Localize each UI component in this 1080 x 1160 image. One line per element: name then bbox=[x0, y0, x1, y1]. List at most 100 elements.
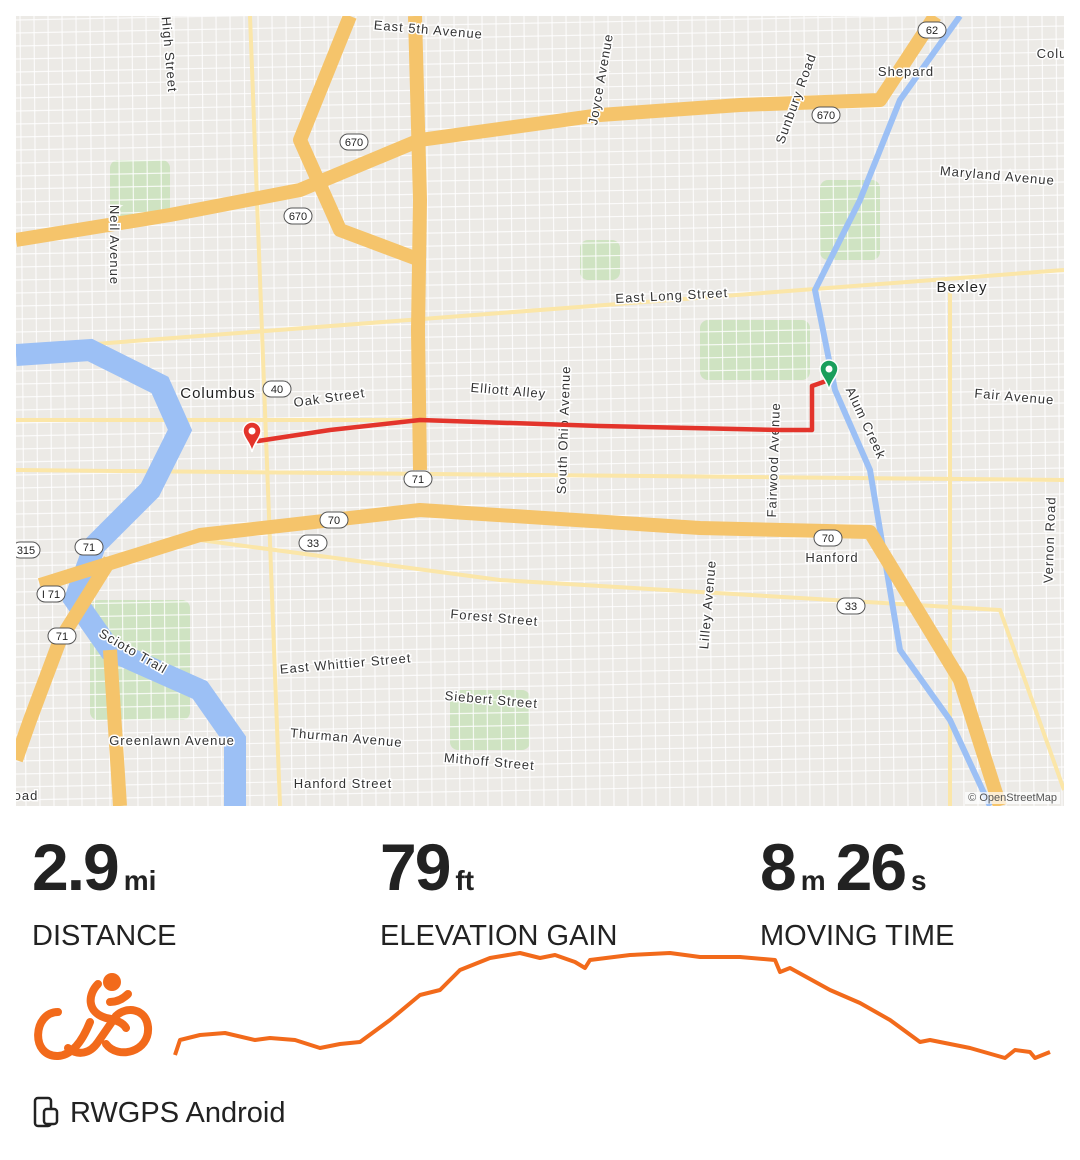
route-shield-label: 71 bbox=[412, 474, 424, 486]
street bbox=[89, 16, 97, 806]
street bbox=[61, 16, 69, 806]
street bbox=[985, 16, 993, 806]
street bbox=[16, 610, 1064, 632]
map-label: Greenlawn Avenue bbox=[109, 733, 235, 748]
street bbox=[16, 363, 1064, 385]
street bbox=[16, 545, 1064, 567]
street bbox=[243, 16, 251, 806]
street bbox=[75, 16, 83, 806]
street bbox=[593, 16, 601, 806]
route-shield-label: 70 bbox=[328, 515, 340, 527]
street bbox=[16, 259, 1064, 281]
street bbox=[1041, 16, 1049, 806]
street bbox=[565, 16, 573, 806]
map-label: Neil Avenue bbox=[107, 205, 122, 285]
street bbox=[607, 16, 615, 806]
route-shield-label: I 71 bbox=[42, 589, 60, 601]
street bbox=[873, 16, 881, 806]
device-name: RWGPS Android bbox=[70, 1096, 286, 1129]
elevation-unit: ft bbox=[455, 865, 475, 896]
street bbox=[397, 16, 405, 806]
end-marker[interactable] bbox=[242, 421, 262, 453]
street bbox=[16, 727, 1064, 749]
street bbox=[509, 16, 517, 806]
street bbox=[257, 16, 265, 806]
street bbox=[1013, 16, 1021, 806]
route-shield bbox=[298, 534, 328, 552]
map-label: Vernon Road bbox=[1040, 496, 1058, 583]
street bbox=[16, 376, 1064, 398]
street bbox=[16, 246, 1064, 268]
start-marker[interactable] bbox=[819, 359, 839, 391]
map-label: Oak Street bbox=[293, 385, 367, 410]
street bbox=[16, 103, 1064, 125]
street bbox=[16, 467, 1064, 489]
street bbox=[16, 441, 1064, 463]
street bbox=[16, 51, 1064, 73]
arterial-road bbox=[248, 16, 282, 806]
street bbox=[16, 688, 1064, 710]
street bbox=[16, 16, 939, 34]
street bbox=[16, 779, 1064, 801]
street bbox=[16, 623, 1064, 645]
street bbox=[425, 16, 433, 806]
street bbox=[215, 16, 223, 806]
street bbox=[705, 16, 713, 806]
street bbox=[16, 168, 1064, 190]
park bbox=[450, 690, 530, 750]
route-shield bbox=[403, 470, 433, 488]
elevation-value: 79 bbox=[380, 830, 451, 904]
street bbox=[16, 207, 1064, 229]
route-shield-label: 33 bbox=[845, 601, 857, 613]
street bbox=[16, 155, 1064, 177]
route-map[interactable]: 62 670 670 670 40 71 70 33 70 33 315 71 I 71 71 East 5… bbox=[16, 16, 1064, 806]
map-attribution[interactable]: © OpenStreetMap bbox=[965, 792, 1060, 804]
highway bbox=[408, 16, 427, 471]
park bbox=[110, 160, 170, 220]
minutes-unit: m bbox=[800, 865, 826, 896]
street bbox=[16, 38, 1064, 60]
street bbox=[187, 16, 195, 806]
map-label: East Whittier Street bbox=[279, 650, 412, 676]
street bbox=[16, 25, 1064, 47]
route-shield bbox=[319, 511, 349, 529]
map-label: oad bbox=[16, 788, 38, 803]
street bbox=[523, 16, 531, 806]
route-line bbox=[250, 372, 832, 444]
street bbox=[201, 16, 209, 806]
elevation-profile-line bbox=[173, 951, 1051, 1060]
street bbox=[16, 337, 1064, 359]
street bbox=[16, 311, 1064, 333]
street bbox=[16, 64, 1064, 86]
alum-creek bbox=[811, 16, 993, 806]
route-shield bbox=[917, 21, 947, 39]
map-label: Columbus bbox=[180, 385, 256, 402]
route-shield bbox=[339, 133, 369, 151]
street bbox=[16, 649, 1064, 671]
street bbox=[229, 16, 237, 806]
street bbox=[16, 701, 1064, 723]
distance-unit: mi bbox=[123, 865, 157, 896]
moving-time-label: MOVING TIME bbox=[760, 920, 955, 952]
street bbox=[16, 324, 1064, 346]
street bbox=[16, 532, 1064, 554]
route-shield-label: 670 bbox=[817, 110, 835, 122]
park bbox=[700, 320, 810, 380]
street bbox=[16, 285, 1064, 307]
street bbox=[16, 181, 1064, 203]
map-label: High Street bbox=[159, 16, 181, 93]
route-shield bbox=[836, 597, 866, 615]
route-shield-label: 71 bbox=[83, 542, 95, 554]
street bbox=[16, 636, 1064, 658]
park bbox=[580, 240, 620, 280]
street bbox=[775, 16, 783, 806]
street bbox=[929, 16, 937, 806]
phone-watch-icon bbox=[33, 1096, 59, 1128]
seconds-unit: s bbox=[911, 865, 927, 896]
route-shield-label: 670 bbox=[289, 211, 307, 223]
map-label: Hanford bbox=[805, 550, 858, 565]
distance-label: DISTANCE bbox=[32, 920, 177, 952]
street bbox=[719, 16, 727, 806]
route-shield-label: 315 bbox=[17, 545, 35, 557]
